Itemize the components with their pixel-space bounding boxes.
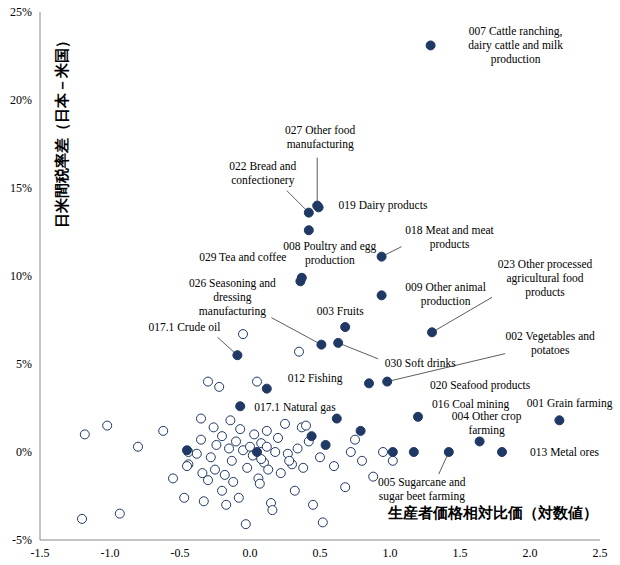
svg-text:001 Grain farming: 001 Grain farming [527, 397, 613, 410]
svg-text:-5%: -5% [12, 533, 32, 547]
svg-text:017.1 Crude oil: 017.1 Crude oil [148, 321, 220, 333]
svg-text:manufacturing: manufacturing [287, 138, 354, 151]
svg-text:10%: 10% [10, 269, 32, 283]
svg-text:dressing: dressing [213, 291, 252, 304]
svg-text:farming: farming [468, 424, 505, 437]
svg-text:confectionery: confectionery [231, 174, 294, 187]
svg-text:019 Dairy products: 019 Dairy products [339, 199, 428, 212]
html-text:生産者価格相対比価（対数値）: 生産者価格相対比価（対数値） [388, 504, 598, 522]
svg-text:-1.5: -1.5 [31, 546, 50, 560]
svg-text:009 Other animal: 009 Other animal [405, 281, 485, 293]
svg-text:5%: 5% [16, 357, 32, 371]
svg-text:1.5: 1.5 [453, 546, 468, 560]
svg-text:029 Tea and coffee: 029 Tea and coffee [199, 251, 286, 263]
svg-text:020 Seafood products: 020 Seafood products [430, 379, 531, 392]
svg-text:-1.0: -1.0 [101, 546, 120, 560]
svg-text:023 Other processed: 023 Other processed [498, 258, 593, 271]
svg-text:007 Cattle ranching,: 007 Cattle ranching, [469, 25, 563, 38]
svg-text:003 Fruits: 003 Fruits [317, 305, 364, 317]
svg-text:008 Poultry and egg: 008 Poultry and egg [283, 240, 376, 253]
svg-text:agricultural food: agricultural food [507, 272, 584, 285]
svg-text:012 Fishing: 012 Fishing [288, 372, 343, 385]
svg-text:018 Meat and meat: 018 Meat and meat [405, 224, 494, 236]
svg-text:production: production [305, 254, 355, 267]
svg-text:016 Coal mining: 016 Coal mining [432, 398, 510, 411]
svg-text:sugar beet farming: sugar beet farming [379, 490, 465, 503]
svg-text:027 Other food: 027 Other food [285, 124, 356, 136]
svg-text:manufacturing: manufacturing [199, 305, 266, 318]
svg-text:002 Vegetables and: 002 Vegetables and [506, 330, 595, 343]
svg-text:0%: 0% [16, 445, 32, 459]
svg-text:022 Bread and: 022 Bread and [229, 160, 296, 172]
svg-text:production: production [491, 53, 541, 66]
svg-text:0.5: 0.5 [313, 546, 328, 560]
svg-text:products: products [525, 286, 565, 299]
svg-text:-0.5: -0.5 [171, 546, 190, 560]
svg-text:005 Sugarcane and: 005 Sugarcane and [378, 476, 466, 489]
svg-text:potatoes: potatoes [531, 344, 570, 357]
svg-text:20%: 20% [10, 93, 32, 107]
svg-text:15%: 15% [10, 181, 32, 195]
svg-text:030 Soft drinks: 030 Soft drinks [385, 357, 456, 369]
svg-text:production: production [421, 295, 471, 308]
svg-text:1.0: 1.0 [383, 546, 398, 560]
svg-text:017.1 Natural gas: 017.1 Natural gas [254, 401, 336, 414]
svg-text:2.5: 2.5 [593, 546, 608, 560]
svg-text:2.0: 2.0 [523, 546, 538, 560]
svg-text:013 Metal ores: 013 Metal ores [530, 446, 600, 458]
svg-text:products: products [430, 238, 470, 251]
svg-text:0.0: 0.0 [243, 546, 258, 560]
html-text:日米間税率差（日本－米国）: 日米間税率差（日本－米国） [52, 32, 71, 228]
svg-text:dairy cattle and milk: dairy cattle and milk [468, 39, 563, 52]
svg-text:25%: 25% [10, 5, 32, 19]
svg-text:026 Seasoning and: 026 Seasoning and [189, 277, 276, 290]
svg-text:004 Other crop: 004 Other crop [452, 410, 522, 423]
